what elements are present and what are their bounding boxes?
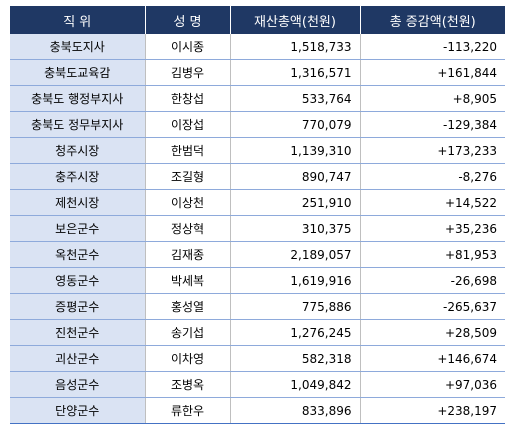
- total-assets-cell: 1,316,571: [230, 59, 361, 86]
- position-cell: 충북도 정무부지사: [10, 111, 146, 138]
- total-assets-cell: 1,518,733: [230, 34, 361, 60]
- total-change-cell: -129,384: [360, 111, 505, 138]
- table-row: 충주시장 조길형 890,747 -8,276: [10, 163, 505, 190]
- table-body: 충북도지사 이시종 1,518,733 -113,220 충북도교육감 김병우 1,316,…: [10, 34, 505, 424]
- position-cell: 충북도 행정부지사: [10, 85, 146, 112]
- table-row: 청주시장 한범덕 1,139,310 +173,233: [10, 137, 505, 164]
- name-cell: 한창섭: [145, 85, 231, 112]
- name-cell: 홍성열: [145, 293, 231, 320]
- total-change-cell: -265,637: [360, 293, 505, 320]
- table-row: 음성군수 조병옥 1,049,842 +97,036: [10, 371, 505, 398]
- table-row: 충북도 행정부지사 한창섭 533,764 +8,905: [10, 85, 505, 112]
- total-assets-cell: 533,764: [230, 85, 361, 112]
- header-position: 직 위: [10, 6, 146, 34]
- table-row: 충북도지사 이시종 1,518,733 -113,220: [10, 34, 505, 60]
- position-cell: 제천시장: [10, 189, 146, 216]
- total-change-cell: +8,905: [360, 85, 505, 112]
- position-cell: 증평군수: [10, 293, 146, 320]
- table-row: 옥천군수 김재종 2,189,057 +81,953: [10, 241, 505, 268]
- total-assets-cell: 1,049,842: [230, 371, 361, 398]
- asset-table-container: 직 위 성 명 재산총액(천원) 총 증감액(천원) 충북도지사 이시종 1,518…: [10, 6, 505, 424]
- name-cell: 송기섭: [145, 319, 231, 346]
- position-cell: 옥천군수: [10, 241, 146, 268]
- name-cell: 조병옥: [145, 371, 231, 398]
- total-change-cell: +28,509: [360, 319, 505, 346]
- name-cell: 한범덕: [145, 137, 231, 164]
- table-row: 보은군수 정상혁 310,375 +35,236: [10, 215, 505, 242]
- position-cell: 충북도교육감: [10, 59, 146, 86]
- total-change-cell: +238,197: [360, 397, 505, 424]
- total-change-cell: -113,220: [360, 34, 505, 60]
- total-assets-cell: 2,189,057: [230, 241, 361, 268]
- name-cell: 이시종: [145, 34, 231, 60]
- position-cell: 음성군수: [10, 371, 146, 398]
- position-cell: 단양군수: [10, 397, 146, 424]
- table-row: 영동군수 박세복 1,619,916 -26,698: [10, 267, 505, 294]
- table-row: 제천시장 이상천 251,910 +14,522: [10, 189, 505, 216]
- position-cell: 충북도지사: [10, 34, 146, 60]
- total-assets-cell: 1,139,310: [230, 137, 361, 164]
- total-change-cell: +97,036: [360, 371, 505, 398]
- total-assets-cell: 1,619,916: [230, 267, 361, 294]
- position-cell: 청주시장: [10, 137, 146, 164]
- name-cell: 박세복: [145, 267, 231, 294]
- total-assets-cell: 770,079: [230, 111, 361, 138]
- header-total-assets: 재산총액(천원): [230, 6, 361, 34]
- total-change-cell: +173,233: [360, 137, 505, 164]
- name-cell: 김병우: [145, 59, 231, 86]
- name-cell: 이상천: [145, 189, 231, 216]
- total-assets-cell: 775,886: [230, 293, 361, 320]
- name-cell: 류한우: [145, 397, 231, 424]
- table-row: 단양군수 류한우 833,896 +238,197: [10, 397, 505, 424]
- total-assets-cell: 1,276,245: [230, 319, 361, 346]
- header-name: 성 명: [145, 6, 231, 34]
- table-row: 충북도 정무부지사 이장섭 770,079 -129,384: [10, 111, 505, 138]
- total-change-cell: -26,698: [360, 267, 505, 294]
- asset-disclosure-table: 직 위 성 명 재산총액(천원) 총 증감액(천원) 충북도지사 이시종 1,518…: [10, 6, 505, 424]
- position-cell: 괴산군수: [10, 345, 146, 372]
- name-cell: 이장섭: [145, 111, 231, 138]
- total-assets-cell: 890,747: [230, 163, 361, 190]
- table-row: 진천군수 송기섭 1,276,245 +28,509: [10, 319, 505, 346]
- name-cell: 정상혁: [145, 215, 231, 242]
- total-assets-cell: 251,910: [230, 189, 361, 216]
- position-cell: 영동군수: [10, 267, 146, 294]
- total-change-cell: +161,844: [360, 59, 505, 86]
- position-cell: 충주시장: [10, 163, 146, 190]
- name-cell: 조길형: [145, 163, 231, 190]
- table-header-row: 직 위 성 명 재산총액(천원) 총 증감액(천원): [10, 6, 505, 34]
- total-change-cell: +14,522: [360, 189, 505, 216]
- table-row: 충북도교육감 김병우 1,316,571 +161,844: [10, 59, 505, 86]
- header-total-change: 총 증감액(천원): [360, 6, 505, 34]
- total-change-cell: +146,674: [360, 345, 505, 372]
- total-assets-cell: 310,375: [230, 215, 361, 242]
- total-change-cell: +81,953: [360, 241, 505, 268]
- table-row: 증평군수 홍성열 775,886 -265,637: [10, 293, 505, 320]
- total-change-cell: -8,276: [360, 163, 505, 190]
- total-change-cell: +35,236: [360, 215, 505, 242]
- table-row: 괴산군수 이차영 582,318 +146,674: [10, 345, 505, 372]
- name-cell: 이차영: [145, 345, 231, 372]
- total-assets-cell: 582,318: [230, 345, 361, 372]
- total-assets-cell: 833,896: [230, 397, 361, 424]
- name-cell: 김재종: [145, 241, 231, 268]
- position-cell: 보은군수: [10, 215, 146, 242]
- position-cell: 진천군수: [10, 319, 146, 346]
